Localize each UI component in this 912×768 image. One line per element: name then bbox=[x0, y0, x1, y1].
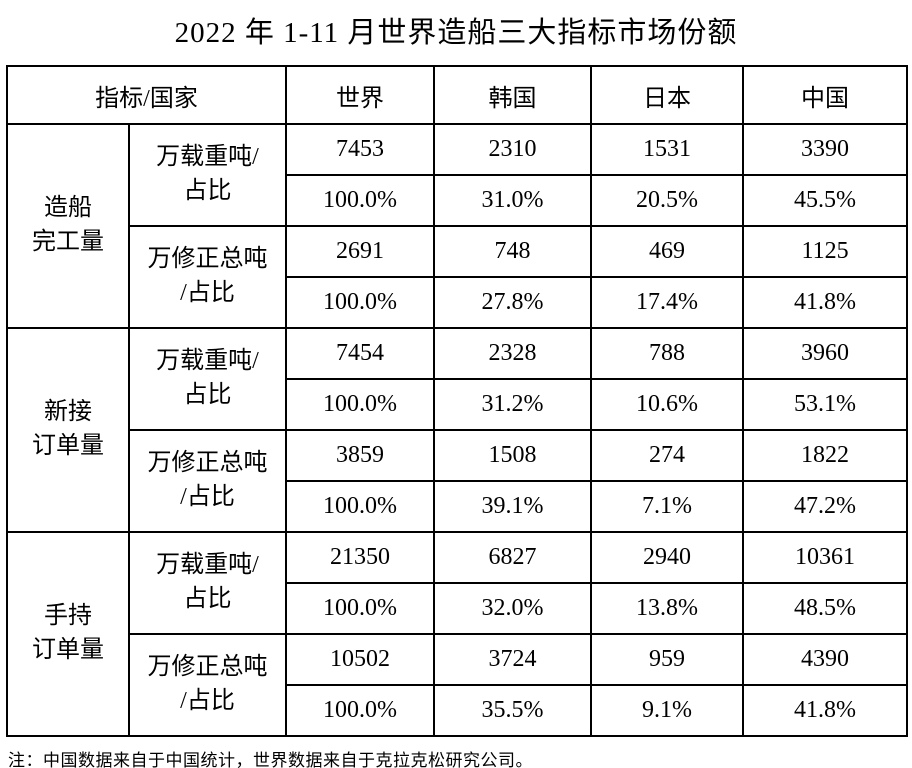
share-cell: 9.1% bbox=[590, 684, 745, 737]
value-cell: 21350 bbox=[285, 531, 436, 584]
table-row: 100.0% 31.0% 20.5% 45.5% bbox=[7, 174, 909, 227]
share-cell: 100.0% bbox=[285, 174, 436, 227]
header-row: 指标/国家 世界 韩国 日本 中国 bbox=[5, 65, 909, 125]
table-row: 万修正总吨 /占比 10502 3724 959 4390 bbox=[7, 633, 909, 737]
table-row: 手持 订单量 万载重吨/ 占比 21350 6827 2940 10361 bbox=[6, 531, 909, 737]
share-cell: 32.0% bbox=[433, 582, 593, 635]
table-row: 新接 订单量 万载重吨/ 占比 7454 2328 788 3960 bbox=[6, 327, 909, 533]
table-row: 100.0% 39.1% 7.1% 47.2% bbox=[7, 480, 909, 533]
share-cell: 100.0% bbox=[285, 276, 436, 329]
value-cell: 2691 bbox=[285, 225, 436, 278]
value-cell: 3859 bbox=[285, 429, 436, 482]
value-cell: 7453 bbox=[285, 123, 436, 176]
group-label-completions: 造船 完工量 bbox=[6, 123, 130, 329]
share-cell: 10.6% bbox=[590, 378, 745, 431]
share-cell: 100.0% bbox=[285, 378, 436, 431]
footnote: 注：中国数据来自于中国统计，世界数据来自于克拉克松研究公司。 bbox=[8, 751, 533, 768]
table-row: 100.0% 27.8% 17.4% 41.8% bbox=[7, 276, 909, 329]
metric-label-cgt: 万修正总吨 /占比 bbox=[127, 633, 288, 737]
table-row: 万修正总吨 /占比 3859 1508 274 1822 bbox=[7, 429, 909, 533]
value-cell: 469 bbox=[590, 225, 745, 278]
share-cell: 27.8% bbox=[433, 276, 593, 329]
value-cell: 1531 bbox=[590, 123, 745, 176]
group-label-order-book: 手持 订单量 bbox=[6, 531, 130, 737]
value-cell: 1125 bbox=[742, 225, 909, 278]
value-cell: 1508 bbox=[433, 429, 593, 482]
share-cell: 35.5% bbox=[433, 684, 593, 737]
metric-label-cgt: 万修正总吨 /占比 bbox=[127, 429, 288, 533]
share-cell: 31.2% bbox=[433, 378, 593, 431]
header-col-china: 中国 bbox=[742, 65, 909, 125]
share-cell: 48.5% bbox=[742, 582, 909, 635]
page-title: 2022 年 1-11 月世界造船三大指标市场份额 bbox=[174, 17, 738, 49]
table-row: 100.0% 31.2% 10.6% 53.1% bbox=[7, 378, 909, 431]
value-cell: 7454 bbox=[285, 327, 436, 380]
share-cell: 31.0% bbox=[433, 174, 593, 227]
header-col-korea: 韩国 bbox=[433, 65, 593, 125]
shipbuilding-indicators-table: 指标/国家 世界 韩国 日本 中国 造船 完工量 万载重吨/ 占比 7453 2… bbox=[5, 65, 909, 737]
header-col-world: 世界 bbox=[285, 65, 436, 125]
share-cell: 100.0% bbox=[285, 582, 436, 635]
share-cell: 53.1% bbox=[742, 378, 909, 431]
value-cell: 4390 bbox=[742, 633, 909, 686]
share-cell: 17.4% bbox=[590, 276, 745, 329]
share-cell: 20.5% bbox=[590, 174, 745, 227]
metric-label-dwt: 万载重吨/ 占比 bbox=[127, 531, 288, 635]
share-cell: 100.0% bbox=[285, 684, 436, 737]
metric-label-cgt: 万修正总吨 /占比 bbox=[127, 225, 288, 329]
value-cell: 3960 bbox=[742, 327, 909, 380]
table-row: 万修正总吨 /占比 2691 748 469 1125 bbox=[7, 225, 909, 329]
value-cell: 10361 bbox=[742, 531, 909, 584]
share-cell: 13.8% bbox=[590, 582, 745, 635]
value-cell: 2940 bbox=[590, 531, 745, 584]
metric-label-dwt: 万载重吨/ 占比 bbox=[127, 123, 288, 227]
value-cell: 748 bbox=[433, 225, 593, 278]
share-cell: 41.8% bbox=[742, 276, 909, 329]
table-row: 100.0% 35.5% 9.1% 41.8% bbox=[7, 684, 909, 737]
metric-label-dwt: 万载重吨/ 占比 bbox=[127, 327, 288, 431]
share-cell: 41.8% bbox=[742, 684, 909, 737]
header-col-japan: 日本 bbox=[590, 65, 745, 125]
value-cell: 10502 bbox=[285, 633, 436, 686]
value-cell: 2310 bbox=[433, 123, 593, 176]
table-row: 100.0% 32.0% 13.8% 48.5% bbox=[7, 582, 909, 635]
value-cell: 1822 bbox=[742, 429, 909, 482]
table-row: 造船 完工量 万载重吨/ 占比 7453 2310 1531 3390 bbox=[6, 123, 909, 329]
value-cell: 274 bbox=[590, 429, 745, 482]
share-cell: 7.1% bbox=[590, 480, 745, 533]
group-label-new-orders: 新接 订单量 bbox=[6, 327, 130, 533]
share-cell: 45.5% bbox=[742, 174, 909, 227]
header-indicator-country: 指标/国家 bbox=[5, 65, 288, 125]
value-cell: 959 bbox=[590, 633, 745, 686]
value-cell: 3724 bbox=[433, 633, 593, 686]
value-cell: 788 bbox=[590, 327, 745, 380]
value-cell: 6827 bbox=[433, 531, 593, 584]
value-cell: 3390 bbox=[742, 123, 909, 176]
share-cell: 100.0% bbox=[285, 480, 436, 533]
share-cell: 47.2% bbox=[742, 480, 909, 533]
share-cell: 39.1% bbox=[433, 480, 593, 533]
value-cell: 2328 bbox=[433, 327, 593, 380]
